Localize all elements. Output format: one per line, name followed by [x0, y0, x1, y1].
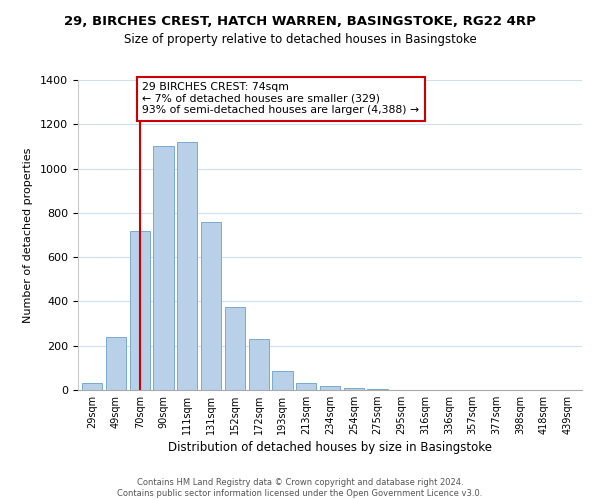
Bar	[82, 384, 103, 390]
Text: Size of property relative to detached houses in Basingstoke: Size of property relative to detached ho…	[124, 32, 476, 46]
Text: 29, BIRCHES CREST, HATCH WARREN, BASINGSTOKE, RG22 4RP: 29, BIRCHES CREST, HATCH WARREN, BASINGS…	[64, 15, 536, 28]
Bar	[225, 307, 245, 390]
Text: 29 BIRCHES CREST: 74sqm
← 7% of detached houses are smaller (329)
93% of semi-de: 29 BIRCHES CREST: 74sqm ← 7% of detached…	[142, 82, 419, 116]
Bar	[344, 388, 364, 390]
Text: Contains HM Land Registry data © Crown copyright and database right 2024.
Contai: Contains HM Land Registry data © Crown c…	[118, 478, 482, 498]
Bar	[177, 142, 197, 390]
Bar	[154, 146, 173, 390]
Bar	[106, 337, 126, 390]
Bar	[248, 339, 269, 390]
Bar	[367, 389, 388, 390]
X-axis label: Distribution of detached houses by size in Basingstoke: Distribution of detached houses by size …	[168, 442, 492, 454]
Bar	[201, 222, 221, 390]
Bar	[296, 384, 316, 390]
Bar	[130, 230, 150, 390]
Bar	[320, 386, 340, 390]
Y-axis label: Number of detached properties: Number of detached properties	[23, 148, 33, 322]
Bar	[272, 370, 293, 390]
